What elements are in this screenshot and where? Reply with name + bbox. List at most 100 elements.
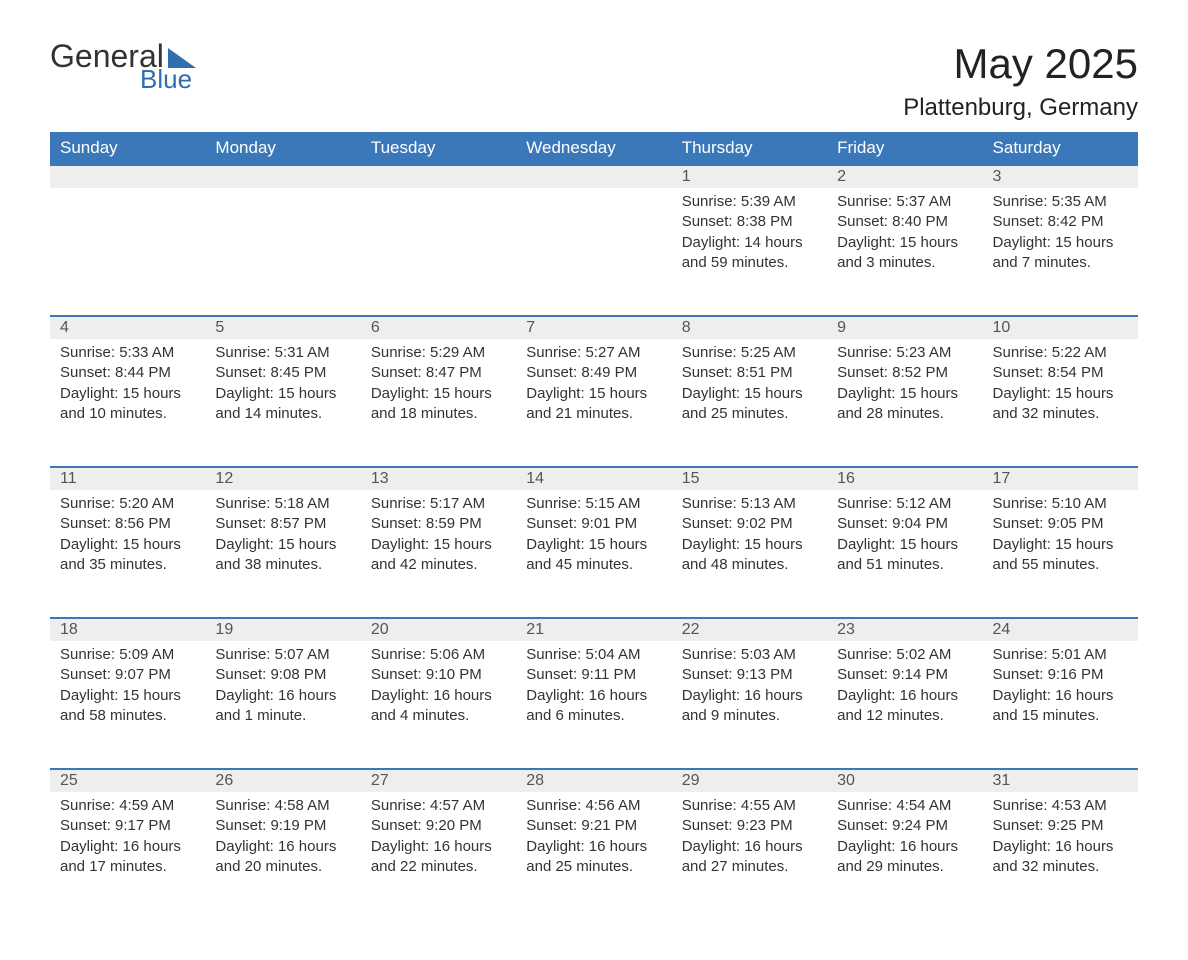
day-body-cell: Sunrise: 5:18 AMSunset: 8:57 PMDaylight:… [205, 490, 360, 618]
empty-daynum [361, 165, 516, 188]
sunrise-value: 5:20 AM [119, 495, 174, 512]
day-header-row: SundayMondayTuesdayWednesdayThursdayFrid… [50, 132, 1138, 165]
day-body-cell: Sunrise: 5:22 AMSunset: 8:54 PMDaylight:… [983, 339, 1138, 467]
daylight-label: Daylight: [682, 838, 745, 855]
day-number: 26 [205, 769, 360, 792]
day-cell: Sunrise: 5:15 AMSunset: 9:01 PMDaylight:… [516, 490, 671, 585]
sunrise-label: Sunrise: [837, 797, 896, 814]
sunrise-label: Sunrise: [682, 495, 741, 512]
day-body-cell: Sunrise: 5:39 AMSunset: 8:38 PMDaylight:… [672, 188, 827, 316]
sunrise-label: Sunrise: [526, 344, 585, 361]
day-cell: Sunrise: 5:27 AMSunset: 8:49 PMDaylight:… [516, 339, 671, 434]
sunrise-value: 5:10 AM [1052, 495, 1107, 512]
day-body-cell: Sunrise: 4:55 AMSunset: 9:23 PMDaylight:… [672, 792, 827, 920]
empty-daynum [50, 165, 205, 188]
sunrise-value: 5:13 AM [741, 495, 796, 512]
sunset-value: 9:07 PM [115, 666, 171, 683]
day-number: 27 [361, 769, 516, 792]
sunrise-label: Sunrise: [60, 344, 119, 361]
sunset-value: 8:45 PM [270, 364, 326, 381]
day-header: Monday [205, 132, 360, 165]
day-cell: Sunrise: 5:18 AMSunset: 8:57 PMDaylight:… [205, 490, 360, 585]
sunset-value: 8:51 PM [737, 364, 793, 381]
day-body-cell: Sunrise: 4:59 AMSunset: 9:17 PMDaylight:… [50, 792, 205, 920]
empty-daynum [516, 165, 671, 188]
sunrise-label: Sunrise: [993, 646, 1052, 663]
sunset-label: Sunset: [371, 666, 426, 683]
daylight-label: Daylight: [60, 687, 123, 704]
sunset-value: 9:23 PM [737, 817, 793, 834]
day-body-cell: Sunrise: 5:13 AMSunset: 9:02 PMDaylight:… [672, 490, 827, 618]
sunrise-label: Sunrise: [60, 646, 119, 663]
day-number: 11 [50, 467, 205, 490]
sunrise-label: Sunrise: [837, 646, 896, 663]
day-body-cell: Sunrise: 5:17 AMSunset: 8:59 PMDaylight:… [361, 490, 516, 618]
day-header: Tuesday [361, 132, 516, 165]
day-body-cell: Sunrise: 5:29 AMSunset: 8:47 PMDaylight:… [361, 339, 516, 467]
sunrise-value: 5:25 AM [741, 344, 796, 361]
sunrise-label: Sunrise: [526, 797, 585, 814]
day-cell: Sunrise: 5:31 AMSunset: 8:45 PMDaylight:… [205, 339, 360, 434]
day-body-cell: Sunrise: 5:15 AMSunset: 9:01 PMDaylight:… [516, 490, 671, 618]
day-header: Sunday [50, 132, 205, 165]
daylight-label: Daylight: [371, 687, 434, 704]
day-body-cell: Sunrise: 5:01 AMSunset: 9:16 PMDaylight:… [983, 641, 1138, 769]
sunset-value: 9:16 PM [1048, 666, 1104, 683]
sunrise-value: 5:27 AM [585, 344, 640, 361]
sunrise-label: Sunrise: [526, 495, 585, 512]
daylight-label: Daylight: [526, 536, 589, 553]
week-daynum-row: 11121314151617 [50, 467, 1138, 490]
sunrise-value: 4:59 AM [119, 797, 174, 814]
sunset-label: Sunset: [837, 364, 892, 381]
sunset-label: Sunset: [371, 515, 426, 532]
sunrise-value: 5:33 AM [119, 344, 174, 361]
sunset-value: 8:57 PM [270, 515, 326, 532]
day-cell: Sunrise: 4:59 AMSunset: 9:17 PMDaylight:… [50, 792, 205, 887]
day-number: 21 [516, 618, 671, 641]
sunset-value: 9:17 PM [115, 817, 171, 834]
day-body-cell: Sunrise: 5:10 AMSunset: 9:05 PMDaylight:… [983, 490, 1138, 618]
day-number: 20 [361, 618, 516, 641]
sunrise-label: Sunrise: [60, 797, 119, 814]
day-cell: Sunrise: 5:04 AMSunset: 9:11 PMDaylight:… [516, 641, 671, 736]
day-number: 8 [672, 316, 827, 339]
sunset-label: Sunset: [682, 364, 737, 381]
day-cell: Sunrise: 5:01 AMSunset: 9:16 PMDaylight:… [983, 641, 1138, 736]
day-cell: Sunrise: 4:53 AMSunset: 9:25 PMDaylight:… [983, 792, 1138, 887]
sunset-value: 9:19 PM [270, 817, 326, 834]
daylight-label: Daylight: [993, 536, 1056, 553]
empty-cell [361, 188, 516, 316]
sunrise-label: Sunrise: [215, 797, 274, 814]
day-number: 24 [983, 618, 1138, 641]
day-cell: Sunrise: 5:20 AMSunset: 8:56 PMDaylight:… [50, 490, 205, 585]
sunset-label: Sunset: [526, 515, 581, 532]
daylight-label: Daylight: [60, 536, 123, 553]
daylight-label: Daylight: [526, 838, 589, 855]
day-body-cell: Sunrise: 5:03 AMSunset: 9:13 PMDaylight:… [672, 641, 827, 769]
sunrise-value: 5:37 AM [896, 193, 951, 210]
sunset-value: 9:24 PM [892, 817, 948, 834]
sunrise-label: Sunrise: [682, 344, 741, 361]
day-body-cell: Sunrise: 5:02 AMSunset: 9:14 PMDaylight:… [827, 641, 982, 769]
day-body-cell: Sunrise: 5:31 AMSunset: 8:45 PMDaylight:… [205, 339, 360, 467]
day-body-cell: Sunrise: 5:35 AMSunset: 8:42 PMDaylight:… [983, 188, 1138, 316]
sunrise-value: 5:09 AM [119, 646, 174, 663]
sunrise-value: 4:53 AM [1052, 797, 1107, 814]
week-body-row: Sunrise: 5:39 AMSunset: 8:38 PMDaylight:… [50, 188, 1138, 316]
sunset-label: Sunset: [993, 515, 1048, 532]
day-number: 5 [205, 316, 360, 339]
day-cell: Sunrise: 4:56 AMSunset: 9:21 PMDaylight:… [516, 792, 671, 887]
sunset-value: 8:56 PM [115, 515, 171, 532]
day-cell: Sunrise: 5:09 AMSunset: 9:07 PM Daylight:… [50, 641, 205, 736]
day-body-cell: Sunrise: 5:09 AMSunset: 9:07 PM Daylight:… [50, 641, 205, 769]
sunset-value: 9:11 PM [581, 666, 636, 683]
location-subtitle: Plattenburg, Germany [903, 94, 1138, 122]
day-body-cell: Sunrise: 5:23 AMSunset: 8:52 PMDaylight:… [827, 339, 982, 467]
day-number: 19 [205, 618, 360, 641]
daylight-label: Daylight: [993, 687, 1056, 704]
day-body-cell: Sunrise: 4:54 AMSunset: 9:24 PMDaylight:… [827, 792, 982, 920]
sunset-label: Sunset: [60, 666, 115, 683]
sunrise-value: 4:56 AM [585, 797, 640, 814]
daylight-label: Daylight: [682, 687, 745, 704]
daylight-label: Daylight: [837, 687, 900, 704]
